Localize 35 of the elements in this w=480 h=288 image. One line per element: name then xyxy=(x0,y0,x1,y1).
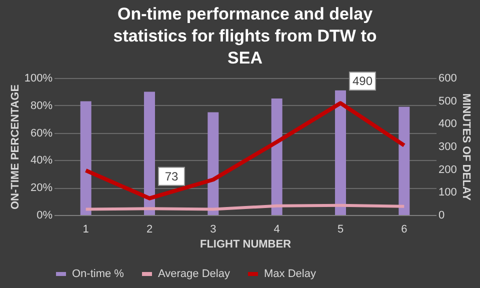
x-tick-label: 3 xyxy=(210,224,216,236)
y-tick-label: 0% xyxy=(36,210,53,222)
y2-tick-label: 300 xyxy=(438,141,457,153)
line-series xyxy=(84,101,406,200)
y-axis-title: ON-TIME PERCENTAGE xyxy=(9,84,22,210)
legend-label: Max Delay xyxy=(264,268,316,280)
bar xyxy=(335,90,346,215)
y2-tick-label: 600 xyxy=(438,72,457,84)
y2-tick-label: 400 xyxy=(438,118,457,130)
x-tick-label: 2 xyxy=(146,224,153,236)
bar xyxy=(80,101,92,215)
y-tick-label: 20% xyxy=(30,182,53,194)
data-label: 73 xyxy=(164,169,178,184)
bar xyxy=(271,98,282,215)
bar xyxy=(208,112,219,215)
y2-tick-label: 500 xyxy=(438,95,457,108)
y2-tick-label: 100 xyxy=(438,186,457,199)
y2-tick-label: 0 xyxy=(438,210,445,222)
data-label: 490 xyxy=(352,74,373,88)
y-tick-label: 60% xyxy=(30,127,53,140)
x-tick-label: 4 xyxy=(274,224,280,236)
y2-axis-title: MINUTES OF DELAY xyxy=(460,93,472,202)
legend-label: On-time % xyxy=(72,268,124,280)
x-tick-label: 5 xyxy=(337,224,344,236)
y-tick-label: 80% xyxy=(30,100,53,112)
bar xyxy=(144,92,155,215)
legend-label: Average Delay xyxy=(158,268,230,280)
y-tick-label: 100% xyxy=(24,72,53,84)
bar xyxy=(398,106,410,215)
x-tick-label: 6 xyxy=(401,224,408,236)
x-axis-title: FLIGHT NUMBER xyxy=(200,238,292,250)
x-tick-label: 1 xyxy=(82,224,89,236)
chart-title: On-time performance and delay statistics for flights from DTW to SEA xyxy=(113,4,377,68)
y-tick-label: 40% xyxy=(30,154,53,167)
y2-tick-label: 200 xyxy=(438,164,457,176)
